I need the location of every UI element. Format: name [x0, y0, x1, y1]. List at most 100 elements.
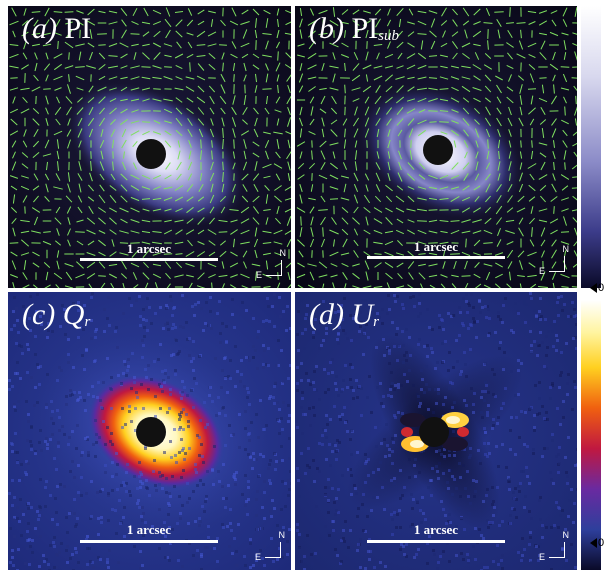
polarization-vector [174, 196, 184, 202]
noise-pixel [448, 513, 451, 516]
noise-pixel [408, 458, 411, 461]
noise-pixel [561, 509, 564, 512]
noise-pixel [178, 292, 181, 295]
polarization-vector [396, 185, 404, 191]
noise-pixel [180, 476, 183, 479]
polarization-vector [530, 95, 534, 105]
noise-pixel [365, 460, 368, 463]
noise-pixel [38, 565, 41, 568]
noise-pixel [139, 471, 142, 474]
polarization-vector [562, 7, 568, 17]
noise-pixel [309, 383, 312, 386]
polarization-vector [108, 55, 118, 57]
polarization-vector [408, 8, 414, 16]
polarization-vector [210, 19, 214, 27]
noise-pixel [181, 565, 184, 568]
noise-pixel [568, 499, 571, 502]
polarization-vector [417, 76, 427, 80]
polarization-vector [86, 272, 96, 280]
noise-pixel [128, 410, 131, 413]
noise-pixel [286, 305, 289, 308]
panel-label: (a) PI [22, 12, 92, 45]
noise-pixel [562, 400, 565, 403]
polarization-vector [529, 217, 535, 225]
noise-pixel [26, 343, 29, 346]
noise-pixel [437, 392, 440, 395]
polarization-vector [417, 87, 427, 91]
noise-pixel [114, 509, 117, 512]
noise-pixel [433, 553, 436, 556]
polarization-vector [273, 241, 283, 245]
noise-pixel [439, 555, 442, 558]
polarization-vector [78, 51, 82, 61]
noise-pixel [53, 545, 56, 548]
noise-pixel [311, 562, 314, 565]
noise-pixel [327, 388, 330, 391]
polarization-vector [44, 19, 50, 27]
noise-pixel [161, 474, 164, 477]
polarization-vector [310, 106, 314, 116]
polarization-vector [472, 30, 482, 38]
noise-pixel [255, 528, 258, 531]
noise-pixel [364, 299, 367, 302]
noise-pixel [388, 308, 391, 311]
polarization-vector [12, 151, 16, 159]
polarization-vector [562, 73, 568, 83]
noise-pixel [426, 355, 429, 358]
polarization-vector [67, 183, 71, 193]
noise-pixel [337, 394, 340, 397]
polarization-vector [418, 162, 426, 170]
polarization-vector [209, 172, 215, 182]
polarization-vector [332, 151, 336, 159]
noise-pixel [88, 547, 91, 550]
polarization-vector [519, 95, 523, 105]
noise-pixel [276, 558, 279, 561]
polarization-vector [450, 229, 460, 235]
polarization-vector [32, 251, 40, 257]
noise-pixel [297, 310, 300, 313]
polarization-vector [353, 172, 359, 182]
polarization-vector [265, 40, 269, 50]
noise-pixel [493, 373, 496, 376]
noise-pixel [79, 396, 82, 399]
polarization-vector [332, 282, 335, 288]
noise-pixel [16, 451, 19, 454]
polarization-vector [31, 11, 41, 13]
noise-pixel [485, 500, 488, 503]
polarization-vector [130, 174, 140, 180]
noise-pixel [117, 374, 120, 377]
polarization-vector [165, 7, 171, 17]
noise-pixel [466, 470, 469, 473]
noise-pixel [417, 548, 420, 551]
noise-pixel [517, 551, 520, 554]
polarization-vector [276, 8, 280, 16]
noise-pixel [127, 358, 130, 361]
polarization-vector [528, 53, 536, 59]
noise-pixel [163, 521, 166, 524]
noise-pixel [200, 568, 203, 570]
noise-pixel [308, 407, 311, 410]
noise-pixel [235, 564, 238, 567]
noise-pixel [436, 567, 439, 570]
polarization-vector [130, 219, 140, 223]
noise-pixel [306, 464, 309, 467]
polarization-vector [329, 251, 339, 257]
noise-pixel [545, 526, 548, 529]
noise-pixel [83, 304, 86, 307]
noise-pixel [448, 351, 451, 354]
noise-pixel [174, 326, 177, 329]
noise-pixel [45, 480, 48, 483]
noise-pixel [136, 487, 139, 490]
polarization-vector [451, 129, 459, 137]
polarization-vector [233, 238, 235, 248]
noise-pixel [545, 335, 548, 338]
polarization-vector [9, 175, 19, 179]
polarization-vector [307, 20, 317, 26]
polarization-vector [20, 239, 30, 247]
polarization-vector [207, 31, 217, 37]
polarization-vector [67, 239, 71, 247]
polarization-vector [440, 42, 448, 48]
noise-pixel [179, 512, 182, 515]
noise-pixel [267, 364, 270, 367]
noise-pixel [528, 510, 531, 513]
